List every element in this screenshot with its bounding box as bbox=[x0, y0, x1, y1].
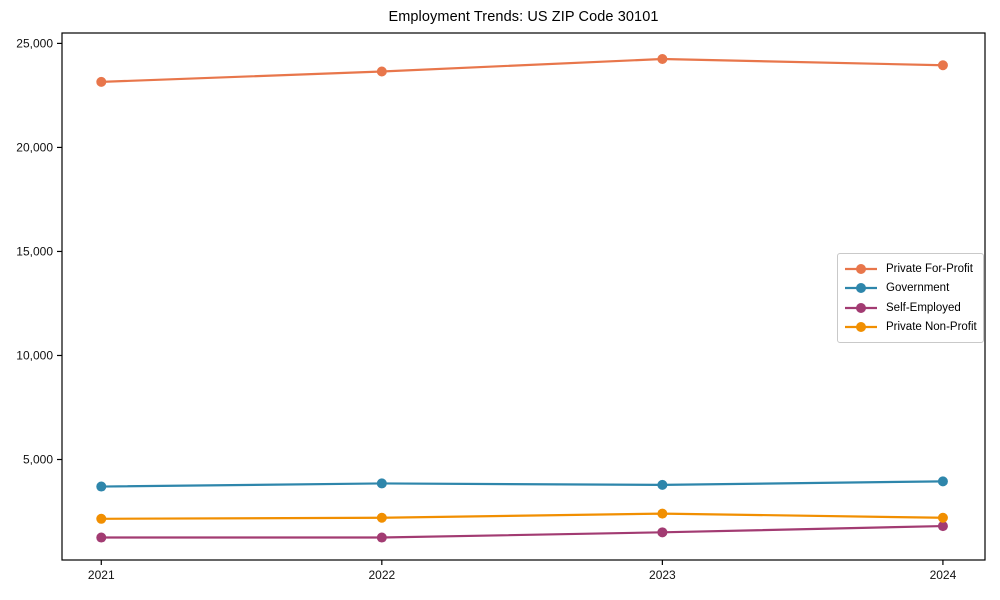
legend-label: Private For-Profit bbox=[886, 262, 973, 275]
data-point bbox=[657, 527, 668, 538]
data-point bbox=[96, 513, 107, 524]
legend-entry: Private For-Profit bbox=[844, 263, 979, 275]
data-point bbox=[96, 532, 107, 543]
series-line bbox=[101, 480, 943, 488]
y-tick-label: 20,000 bbox=[16, 141, 53, 155]
legend-entry: Self-Employed bbox=[844, 302, 979, 314]
data-point bbox=[96, 481, 107, 492]
y-tick-label: 15,000 bbox=[16, 245, 53, 259]
legend-label: Government bbox=[886, 282, 950, 295]
x-tick-label: 2024 bbox=[930, 568, 957, 582]
data-point bbox=[376, 512, 387, 523]
y-tick-label: 5,000 bbox=[23, 453, 53, 467]
legend-entry: Government bbox=[844, 282, 979, 294]
legend: Private For-Profit Government Self-Emplo… bbox=[837, 253, 984, 343]
y-tick-label: 25,000 bbox=[16, 37, 53, 51]
x-tick-label: 2023 bbox=[649, 568, 676, 582]
data-point bbox=[657, 479, 668, 490]
x-tick-label: 2022 bbox=[368, 568, 395, 582]
data-point bbox=[937, 512, 948, 523]
data-point bbox=[96, 76, 107, 87]
data-point bbox=[937, 476, 948, 487]
series-line bbox=[101, 524, 943, 539]
legend-marker-private-for-profit bbox=[845, 263, 877, 274]
legend-label: Self-Employed bbox=[886, 301, 961, 314]
data-point bbox=[657, 508, 668, 519]
legend-marker-private-non-profit bbox=[845, 322, 877, 333]
legend-entry: Private Non-Profit bbox=[844, 321, 979, 333]
legend-marker-government bbox=[845, 283, 877, 294]
data-point bbox=[657, 54, 668, 65]
data-point bbox=[937, 521, 948, 532]
data-point bbox=[376, 66, 387, 77]
y-tick-label: 10,000 bbox=[16, 349, 53, 363]
series-line bbox=[101, 512, 943, 520]
axes-spines bbox=[61, 32, 986, 561]
legend-marker-self-employed bbox=[845, 302, 877, 313]
data-point bbox=[937, 60, 948, 71]
chart-title: Employment Trends: US ZIP Code 30101 bbox=[388, 9, 659, 25]
data-point bbox=[376, 532, 387, 543]
x-tick-label: 2021 bbox=[88, 568, 115, 582]
data-point bbox=[376, 478, 387, 489]
series-line bbox=[101, 57, 943, 83]
legend-label: Private Non-Profit bbox=[886, 321, 977, 334]
